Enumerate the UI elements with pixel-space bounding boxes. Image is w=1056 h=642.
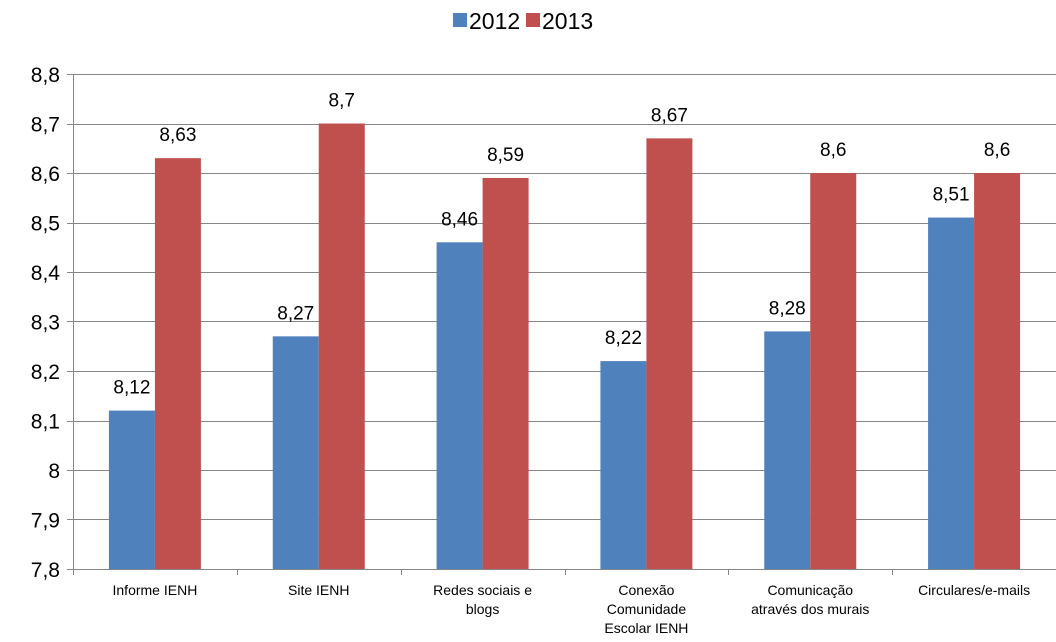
bar-2012 (600, 361, 647, 569)
data-label: 8,7 (329, 91, 355, 112)
data-label: 8,12 (113, 378, 150, 399)
y-tick-label: 8,7 (31, 114, 60, 137)
y-tick-label: 8,8 (31, 64, 60, 87)
x-category-label: Conexão Comunidade Escolar IENH (604, 582, 688, 636)
x-category-label-line: Circulares/e-mails (918, 582, 1030, 598)
data-label: 8,67 (651, 105, 688, 126)
x-category-label-line: Escolar IENH (604, 620, 688, 636)
y-tick-labels: 7,8 7,9 8 8,1 8,2 8,3 8,4 8,5 8,6 8,7 8,8 (31, 64, 61, 582)
gridlines (73, 74, 1056, 570)
y-tick-label: 8,1 (31, 411, 60, 434)
data-label: 8,27 (277, 303, 314, 324)
y-tick-label: 8,6 (31, 163, 60, 186)
data-label: 8,63 (159, 125, 196, 146)
y-tick-label: 8,4 (31, 262, 61, 285)
bar-2012 (272, 336, 319, 569)
bars (108, 123, 1021, 570)
bar-2012 (108, 410, 155, 569)
x-category-label: Comunicação através dos murais (751, 582, 869, 617)
legend-swatch-2013 (526, 13, 540, 27)
legend-label: 2013 (542, 8, 593, 34)
bar-2013 (154, 158, 201, 569)
data-label: 8,59 (487, 145, 524, 166)
y-tick-label: 8,2 (31, 361, 60, 384)
data-labels: 8,12 8,63 8,27 8,7 8,46 8,59 8,22 8,67 8,28 8,6 8,… (113, 91, 1010, 399)
bar-2013 (482, 177, 529, 569)
data-label: 8,28 (769, 298, 806, 319)
category-labels: Informe IENH Site IENH Redes sociais e blog… (113, 582, 1031, 636)
x-category-label-line: Site IENH (288, 582, 349, 598)
y-tick-label: 7,9 (31, 510, 60, 533)
bar-2013 (318, 123, 365, 569)
x-category-label-line: Comunidade (607, 601, 687, 617)
bar-2012 (764, 331, 811, 569)
legend-swatch-2012 (453, 13, 467, 27)
x-category-label: Informe IENH (113, 582, 198, 598)
bar-2012 (928, 217, 975, 570)
bar-2013 (810, 173, 857, 569)
data-label: 8,6 (984, 140, 1010, 161)
x-category-label: Circulares/e-mails (918, 582, 1030, 598)
x-category-label-line: blogs (466, 601, 499, 617)
y-tick-label: 8,3 (31, 312, 60, 335)
bar-2013 (646, 138, 693, 569)
y-tick-label: 8,5 (31, 213, 60, 236)
x-category-label: Site IENH (288, 582, 349, 598)
bar-2013 (974, 173, 1021, 569)
y-tick-label: 7,8 (31, 559, 60, 582)
legend: 2012 2013 (453, 8, 593, 34)
data-label: 8,22 (605, 328, 642, 349)
axes (67, 74, 1056, 575)
x-category-label-line: Conexão (618, 582, 674, 598)
data-label: 8,51 (933, 185, 970, 206)
legend-label: 2012 (469, 8, 520, 34)
x-category-label-line: Redes sociais e (433, 582, 532, 598)
x-category-label-line: Comunicação (767, 582, 853, 598)
x-category-label-line: Informe IENH (113, 582, 198, 598)
x-category-label: Redes sociais e blogs (433, 582, 532, 617)
x-category-label-line: através dos murais (751, 601, 869, 617)
data-label: 8,46 (441, 209, 478, 230)
data-label: 8,6 (820, 140, 846, 161)
y-tick-label: 8 (48, 460, 60, 483)
bar-2012 (436, 242, 483, 570)
